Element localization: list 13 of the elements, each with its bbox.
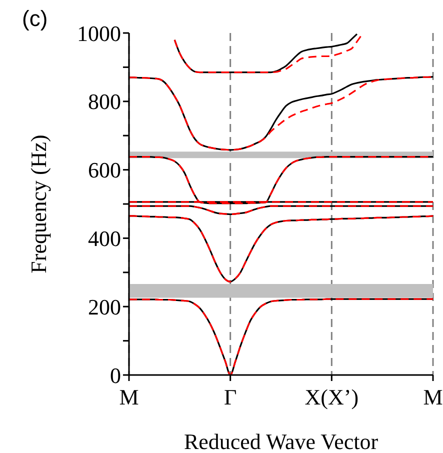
y-tick-label: 600 bbox=[88, 158, 121, 183]
y-tick-label: 800 bbox=[88, 89, 121, 114]
chart-title: (c) bbox=[22, 6, 48, 32]
x-axis-title: Reduced Wave Vector bbox=[184, 429, 379, 453]
x-tick-label: X(X’) bbox=[304, 384, 359, 410]
x-tick-label: M bbox=[119, 384, 139, 410]
y-tick-label: 0 bbox=[110, 362, 121, 388]
y-tick-label: 1000 bbox=[77, 20, 121, 46]
y-tick-label: 400 bbox=[88, 226, 121, 252]
y-tick-label: 200 bbox=[88, 294, 121, 320]
x-tick-label: M bbox=[423, 384, 443, 410]
y-axis-title: Frequency (Hz) bbox=[26, 134, 51, 274]
x-tick-label: Γ bbox=[224, 384, 237, 410]
